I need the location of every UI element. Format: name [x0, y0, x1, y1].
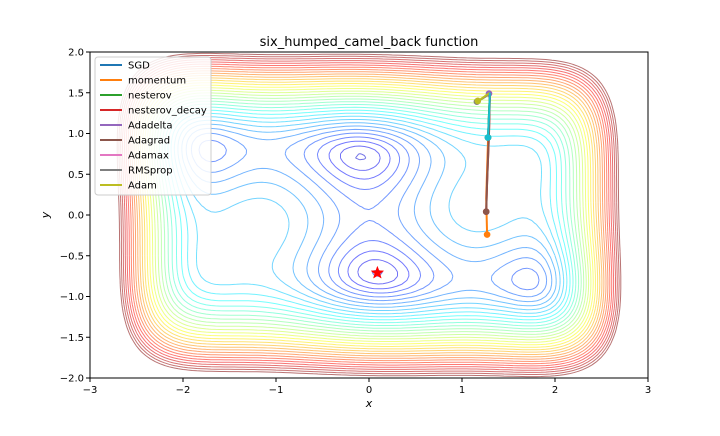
- legend-label: nesterov: [128, 91, 172, 102]
- x-tick-label: 1: [459, 385, 465, 396]
- y-tick-label: 0.0: [68, 211, 84, 222]
- x-tick-label: 0: [366, 385, 372, 396]
- y-tick-label: −1.0: [60, 292, 84, 303]
- contour-line: [116, 52, 622, 378]
- y-tick-label: 0.5: [68, 170, 84, 181]
- series-endpoint: [484, 134, 492, 141]
- y-tick-label: −0.5: [60, 251, 84, 262]
- legend-label: Adam: [128, 181, 157, 192]
- series-endpoint: [483, 231, 491, 238]
- contour-line: [125, 63, 613, 367]
- y-tick-label: 2.0: [68, 48, 84, 59]
- series-endpoint: [474, 97, 482, 105]
- legend-label: Adadelta: [128, 121, 172, 132]
- x-tick-label: −1: [269, 385, 284, 396]
- legend: SGD momentum nesterov nesterov_decay Adadelt…: [94, 56, 212, 196]
- y-axis-label: y: [39, 211, 52, 219]
- contour-line: [151, 92, 587, 338]
- contour-line: [177, 119, 561, 311]
- contour-line: [144, 84, 594, 346]
- contour-line: [328, 140, 410, 290]
- series-endpoint: [482, 208, 490, 215]
- chart-title: six_humped_camel_back function: [260, 35, 479, 50]
- contour-line: [316, 136, 422, 294]
- series-line: [487, 92, 491, 138]
- legend-label: SGD: [128, 61, 150, 72]
- y-tick-label: −1.5: [60, 333, 84, 344]
- y-axis: −2.0 −1.5 −1.0 −0.5 0.0 0.5 1.0 1.5 2.0: [60, 48, 90, 385]
- y-tick-label: 1.0: [68, 129, 84, 140]
- contour-line: [185, 125, 553, 305]
- legend-label: nesterov_decay: [128, 106, 207, 117]
- x-axis: −3 −2 −1 0 1 2 3: [83, 378, 651, 396]
- y-tick-label: −2.0: [60, 374, 84, 385]
- contour-line: [158, 100, 580, 330]
- legend-label: Adagrad: [128, 136, 170, 147]
- contour-line: [198, 132, 540, 298]
- x-tick-label: 3: [645, 385, 651, 396]
- contour-line: [137, 77, 601, 353]
- legend-label: RMSprop: [128, 166, 173, 177]
- x-tick-label: 2: [552, 385, 558, 396]
- legend-box: [94, 56, 212, 196]
- contour-line: [127, 65, 611, 365]
- y-tick-label: 1.5: [68, 88, 84, 99]
- x-axis-label: x: [365, 397, 373, 410]
- contour-line: [135, 75, 603, 355]
- contour-line: [340, 145, 398, 285]
- series-layer: [370, 90, 493, 279]
- legend-label: momentum: [128, 76, 186, 87]
- x-tick-label: −3: [83, 385, 98, 396]
- minimum-star-marker: [370, 265, 385, 279]
- x-tick-label: −2: [176, 385, 191, 396]
- legend-label: Adamax: [128, 151, 169, 162]
